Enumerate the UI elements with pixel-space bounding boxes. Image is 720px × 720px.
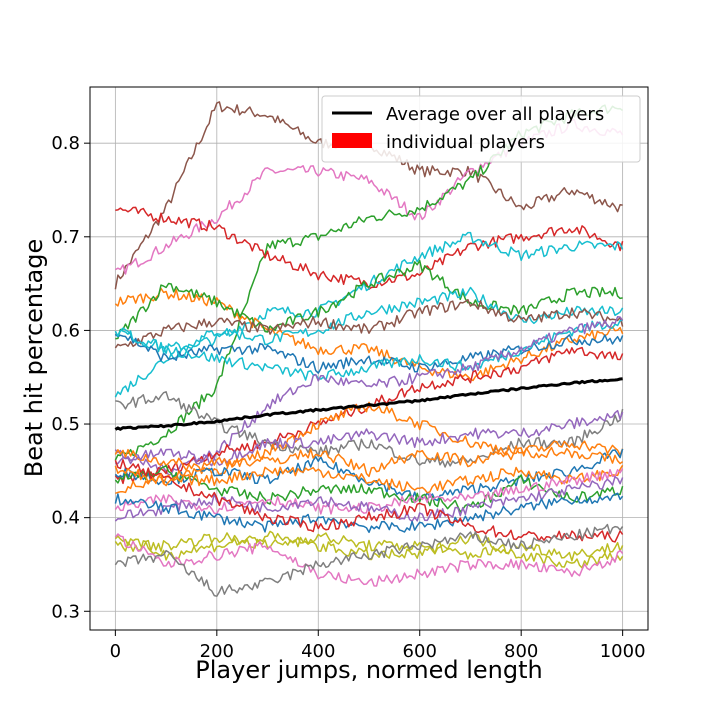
y-tick-label: 0.3: [51, 601, 80, 622]
x-axis-ticks: 0 200 400 600 800 1000: [110, 630, 646, 662]
y-tick-label: 0.8: [51, 133, 80, 154]
legend-box: [321, 95, 641, 163]
player-line-11: [114, 319, 623, 381]
legend-label-average: Average over all players: [386, 104, 604, 125]
x-axis-label: Player jumps, normed length: [195, 656, 542, 684]
x-tick-label: 600: [403, 641, 437, 662]
individual-player-lines: [114, 101, 624, 597]
y-axis-label: Beat hit percentage: [20, 239, 48, 478]
player-line-14: [115, 391, 624, 468]
player-line-27: [114, 523, 624, 597]
y-tick-label: 0.7: [51, 227, 80, 248]
player-line-7: [115, 259, 623, 340]
player-line-19: [115, 464, 624, 495]
x-tick-label: 800: [504, 641, 538, 662]
player-line-21: [114, 476, 624, 522]
player-line-12: [114, 316, 624, 476]
plot-frame: [89, 86, 649, 631]
player-line-6: [114, 287, 624, 382]
legend-label-individual-players: individual players: [386, 132, 545, 153]
player-line-28: [114, 446, 624, 487]
player-line-15: [114, 401, 624, 476]
y-axis-ticks: 0.3 0.4 0.5 0.6 0.7 0.8: [51, 133, 90, 622]
player-line-9: [114, 298, 624, 349]
x-tick-label: 200: [200, 641, 234, 662]
y-tick-label: 0.6: [51, 320, 80, 341]
player-line-24: [114, 532, 624, 562]
player-line-26: [114, 533, 624, 587]
player-line-22: [114, 492, 624, 534]
player-line-20: [114, 468, 624, 515]
y-tick-label: 0.4: [51, 508, 80, 529]
player-line-10: [114, 333, 624, 374]
average-line-group: [114, 377, 623, 431]
legend: Average over all players individual play…: [321, 95, 641, 163]
player-line-23: [114, 459, 624, 543]
player-line-16: [115, 409, 624, 467]
x-tick-label: 0: [110, 641, 121, 662]
x-tick-label: 400: [301, 641, 335, 662]
average-line: [114, 377, 623, 431]
legend-swatch-individual-players: [332, 133, 372, 148]
y-tick-label: 0.5: [51, 414, 80, 435]
x-tick-label: 1000: [600, 641, 646, 662]
